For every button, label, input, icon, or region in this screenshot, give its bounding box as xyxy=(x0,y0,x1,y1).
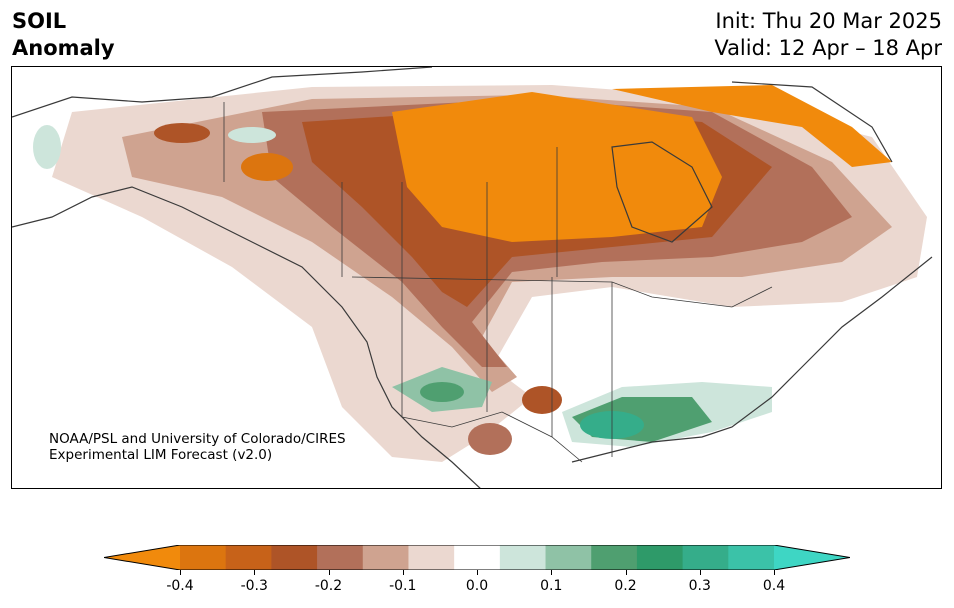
colorbar-swatch xyxy=(180,545,227,570)
colorbar-swatch xyxy=(271,545,318,570)
title-line-2: Anomaly xyxy=(12,36,115,60)
province-borders xyxy=(341,147,558,277)
valid-range: Valid: 12 Apr – 18 Apr xyxy=(714,36,942,60)
southwest-wet-core xyxy=(420,382,464,402)
forecast-dates: Init: Thu 20 Mar 2025 Valid: 12 Apr – 18… xyxy=(714,8,942,62)
coastlines xyxy=(12,67,933,488)
us-canada-border xyxy=(351,276,773,308)
map-title: SOIL Anomaly xyxy=(12,8,115,62)
political-borders xyxy=(223,102,773,463)
texas-dry-spot xyxy=(522,386,562,414)
credit-text: NOAA/PSL and University of Colorado/CIRE… xyxy=(49,431,346,463)
colorbar-swatch xyxy=(499,545,547,570)
colorbar-tick-mark xyxy=(625,570,627,575)
alaska-wet-spot xyxy=(33,125,61,169)
colorbar-tick-label: 0.0 xyxy=(465,578,489,594)
colorbar xyxy=(104,545,850,570)
colorbar-tick-mark xyxy=(774,570,775,575)
colorbar-swatch xyxy=(682,545,729,570)
colorbar-extend-high xyxy=(774,545,850,570)
colorbar-tick-label: -0.2 xyxy=(314,578,343,594)
title-line-1: SOIL xyxy=(12,9,67,33)
alaska-dry-spot xyxy=(154,123,210,143)
colorbar-tick-label: 0.1 xyxy=(540,578,563,594)
colorbar-tick-mark xyxy=(254,570,256,575)
hudson-bay-coastline xyxy=(611,141,713,243)
colorbar-tick-mark xyxy=(477,570,478,575)
yukon-dry-spot xyxy=(241,153,293,181)
colorbar-swatch xyxy=(591,545,638,570)
atlantic-gulf-coastline xyxy=(571,256,933,463)
colorbar-swatch xyxy=(545,545,592,570)
pacific-coastline xyxy=(12,186,481,488)
colorbar-tick-label: -0.3 xyxy=(240,578,268,594)
map-panel xyxy=(11,66,942,489)
yukon-wet-spot xyxy=(228,127,276,143)
colorbar-swatch xyxy=(408,545,455,570)
colorbar-tick-mark xyxy=(402,570,404,575)
colorbar-tick-mark xyxy=(699,570,701,575)
colorbar-swatch xyxy=(728,545,775,570)
state-borders xyxy=(401,277,613,457)
credit-line-2: Experimental LIM Forecast (v2.0) xyxy=(49,447,273,463)
init-date: Init: Thu 20 Mar 2025 xyxy=(715,9,942,33)
colorbar-swatch xyxy=(454,545,501,570)
colorbar-tick-label: -0.4 xyxy=(166,578,194,594)
dry-anomaly-fields xyxy=(52,85,927,462)
colorbar-tick-label: 0.3 xyxy=(688,578,711,594)
us-mexico-border xyxy=(401,411,583,463)
mexico-dry-spot xyxy=(468,423,512,455)
colorbar-swatch xyxy=(225,545,272,570)
colorbar-tick-label: 0.4 xyxy=(762,578,786,594)
colorbar-tick-label: -0.1 xyxy=(389,578,417,594)
colorbar-extend-low xyxy=(104,545,180,570)
anomaly-map xyxy=(12,67,933,488)
colorbar-swatch xyxy=(362,545,409,570)
colorbar-swatch xyxy=(317,545,364,570)
credit-line-1: NOAA/PSL and University of Colorado/CIRE… xyxy=(49,431,346,447)
colorbar-swatch xyxy=(636,545,684,570)
colorbar-tick-mark xyxy=(180,570,181,575)
colorbar-tick-mark xyxy=(551,570,553,575)
colorbar-ticks: -0.4 -0.3 -0.2 -0.1 0.0 0.1 0.2 0.3 0.4 xyxy=(0,578,954,598)
colorbar-tick-label: 0.2 xyxy=(614,578,637,594)
greenland-coastline xyxy=(731,81,893,163)
arctic-dry-area xyxy=(612,85,892,167)
colorbar-tick-mark xyxy=(328,570,330,575)
arctic-coastline xyxy=(12,67,433,118)
